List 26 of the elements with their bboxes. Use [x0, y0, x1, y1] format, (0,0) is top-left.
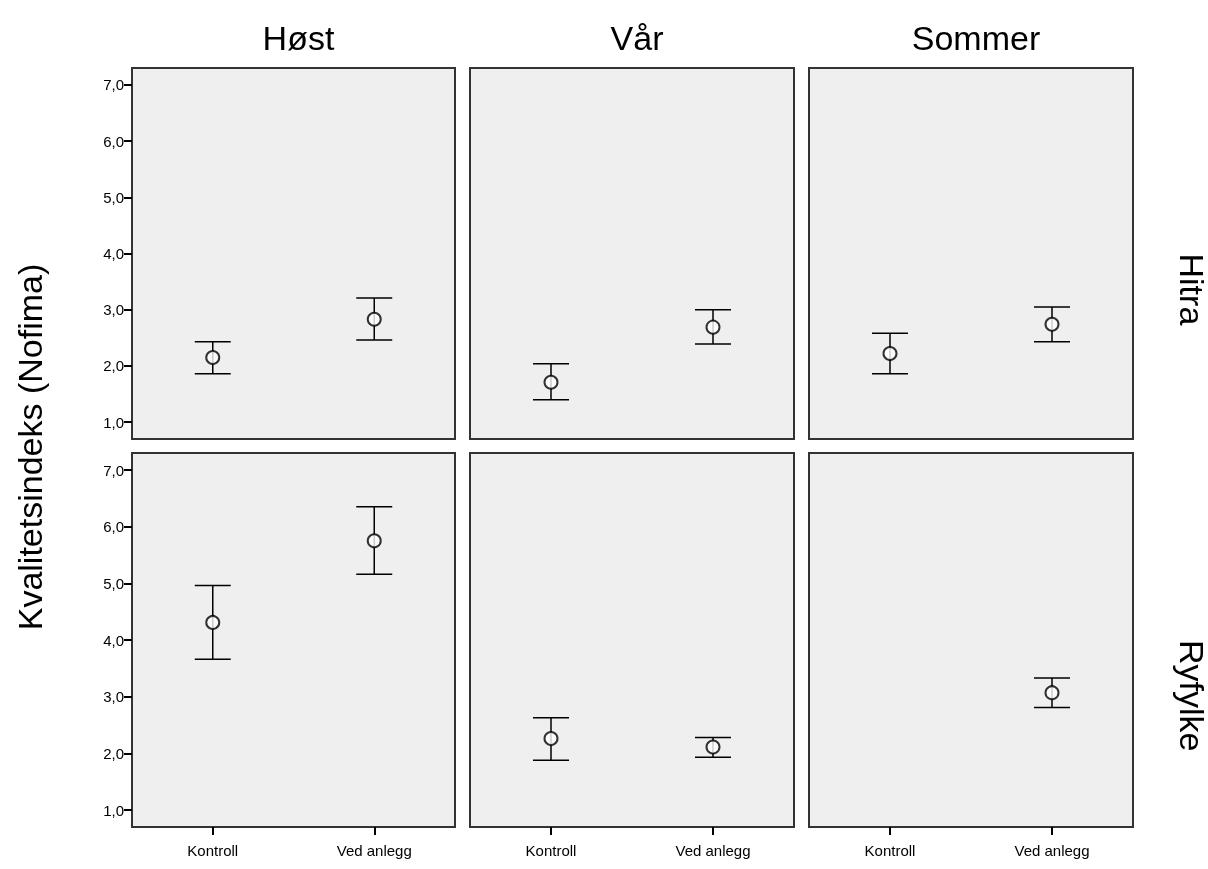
y2-axis-title: Ryfylke [1173, 640, 1208, 752]
x-tick-label: Kontroll [864, 842, 916, 859]
y-tick-label: 6,0 [103, 518, 124, 536]
x-tick-label: Ved anlegg [336, 842, 412, 859]
y2-axis-title: Hitra [1173, 253, 1208, 326]
y-tick-label: 3,0 [103, 301, 124, 319]
y-tick-label: 1,0 [103, 801, 124, 819]
chart-title: Sommer [911, 19, 1041, 57]
y-tick-label: 7,0 [103, 461, 124, 479]
y-tick-label: 6,0 [103, 132, 124, 150]
y-tick-label: 4,0 [103, 631, 124, 649]
x-tick-label: Ved anlegg [675, 842, 751, 859]
y-tick-label: 2,0 [103, 744, 124, 762]
chart-title: Høst [262, 19, 335, 57]
x-tick-label: Kontroll [187, 842, 239, 859]
y-tick-label: 3,0 [103, 688, 124, 706]
x-tick-label: Ved anlegg [1014, 842, 1090, 859]
y-tick-label: 7,0 [103, 76, 124, 94]
y-tick-label: 5,0 [103, 188, 124, 206]
chart-title: Vår [610, 19, 664, 57]
x-tick-label: Kontroll [525, 842, 577, 859]
y-tick-label: 4,0 [103, 245, 124, 262]
y-tick-label: 2,0 [103, 357, 124, 375]
y-tick-label: 1,0 [103, 413, 124, 431]
y-tick-label: 5,0 [103, 574, 124, 592]
y-axis-title: Kvalitetsindeks (Nofima) [10, 263, 50, 631]
